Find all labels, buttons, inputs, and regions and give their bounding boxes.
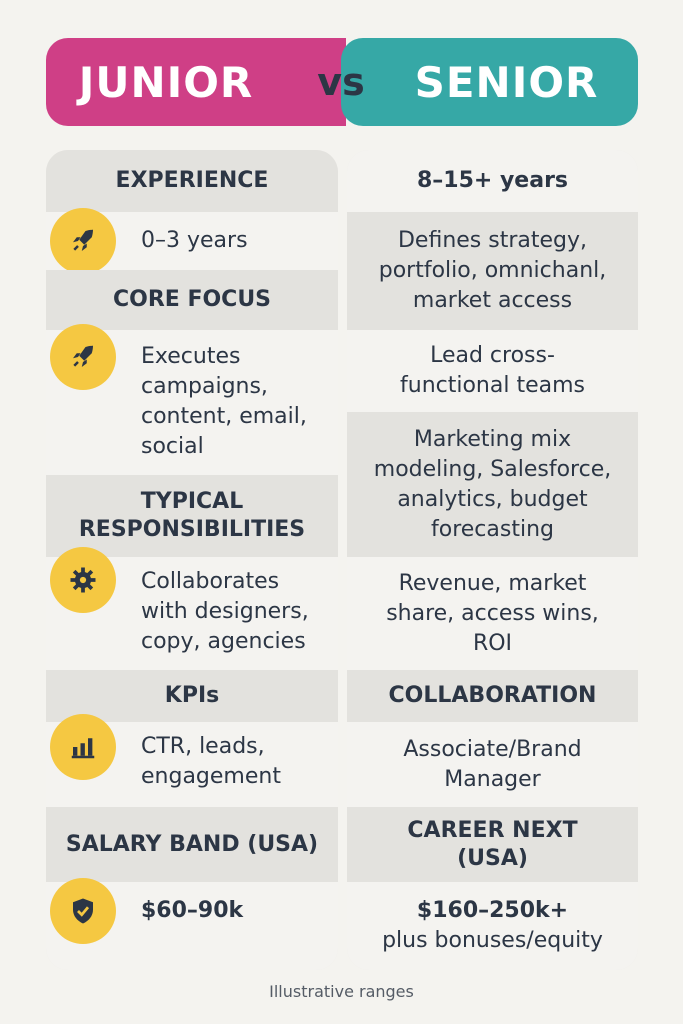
senior-kpis-value: Revenue, market share, access wins, ROI [386, 570, 599, 656]
senior-core-focus-value: Defines strategy, portfolio, omnichanl, … [378, 228, 607, 313]
collaboration-heading: COLLABORATION [388, 683, 597, 708]
salary-heading: SALARY BAND (USA) [65, 831, 319, 857]
senior-experience-value: 8–15+ years [416, 168, 569, 193]
experience-value: 0–3 years [141, 228, 248, 253]
gear-icon [50, 547, 116, 613]
senior-lead-row: Lead cross-functional teams [347, 330, 638, 412]
senior-core-focus-row: Defines strategy, portfolio, omnichanl, … [347, 212, 638, 330]
footnote: Illustrative ranges [269, 982, 414, 1001]
rocket-icon [50, 324, 116, 390]
senior-tools-row: Marketing mix modeling, Salesforce, anal… [347, 412, 638, 557]
senior-title: SENIOR [414, 57, 599, 107]
responsibilities-heading: TYPICAL RESPONSIBILITIES [78, 489, 306, 542]
vs-label: vs [317, 60, 365, 104]
kpis-row: CTR, leads, engagement [46, 714, 338, 807]
senior-tools-value: Marketing mix modeling, Salesforce, anal… [373, 426, 612, 542]
shield-check-icon [50, 878, 116, 944]
junior-title-pill: JUNIOR [46, 38, 346, 126]
senior-experience-row: 8–15+ years [347, 150, 638, 212]
senior-kpis-row: Revenue, market share, access wins, ROI [347, 557, 638, 670]
salary-value: $60–90k [141, 898, 244, 923]
core-focus-value: Executes campaigns, content, email, soci… [141, 344, 307, 459]
salary-header-row: SALARY BAND (USA) [46, 807, 338, 882]
senior-lead-value: Lead cross-functional teams [400, 343, 585, 398]
experience-header-row: EXPERIENCE [46, 150, 338, 212]
junior-title: JUNIOR [78, 57, 254, 107]
collaboration-header-row: COLLABORATION [347, 670, 638, 722]
core-focus-row: Executes campaigns, content, email, soci… [46, 324, 338, 475]
salary-row: $60–90k [46, 878, 338, 970]
kpis-value: CTR, leads, engagement [141, 734, 281, 789]
responsibilities-value: Collaborates with designers, copy, agenc… [141, 569, 309, 654]
collaboration-value: Associate/Brand Manager [403, 736, 582, 792]
responsibilities-header-row: TYPICAL RESPONSIBILITIES [46, 475, 338, 557]
experience-row: 0–3 years [46, 208, 338, 274]
rocket-icon [50, 208, 116, 274]
senior-column: 8–15+ years Defines strategy, portfolio,… [347, 150, 638, 970]
bar-chart-icon [50, 714, 116, 780]
career-value-line1: $160–250k+ [416, 898, 569, 923]
kpis-header-row: KPIs [46, 670, 338, 722]
kpis-heading: KPIs [164, 683, 220, 708]
core-focus-heading: CORE FOCUS [112, 287, 272, 312]
senior-title-pill: SENIOR [341, 38, 638, 126]
collaboration-row: Associate/Brand Manager [347, 722, 638, 807]
career-heading: CAREER NEXT (USA) [407, 817, 578, 871]
junior-column: EXPERIENCE 0–3 years CORE FOCUS Executes… [46, 150, 338, 970]
career-value-line2: plus bonuses/equity [382, 928, 603, 953]
career-row: $160–250k+ plus bonuses/equity [347, 882, 638, 970]
career-header-row: CAREER NEXT (USA) [347, 807, 638, 882]
core-focus-header-row: CORE FOCUS [46, 270, 338, 330]
experience-heading: EXPERIENCE [115, 168, 269, 193]
responsibilities-row: Collaborates with designers, copy, agenc… [46, 547, 338, 670]
